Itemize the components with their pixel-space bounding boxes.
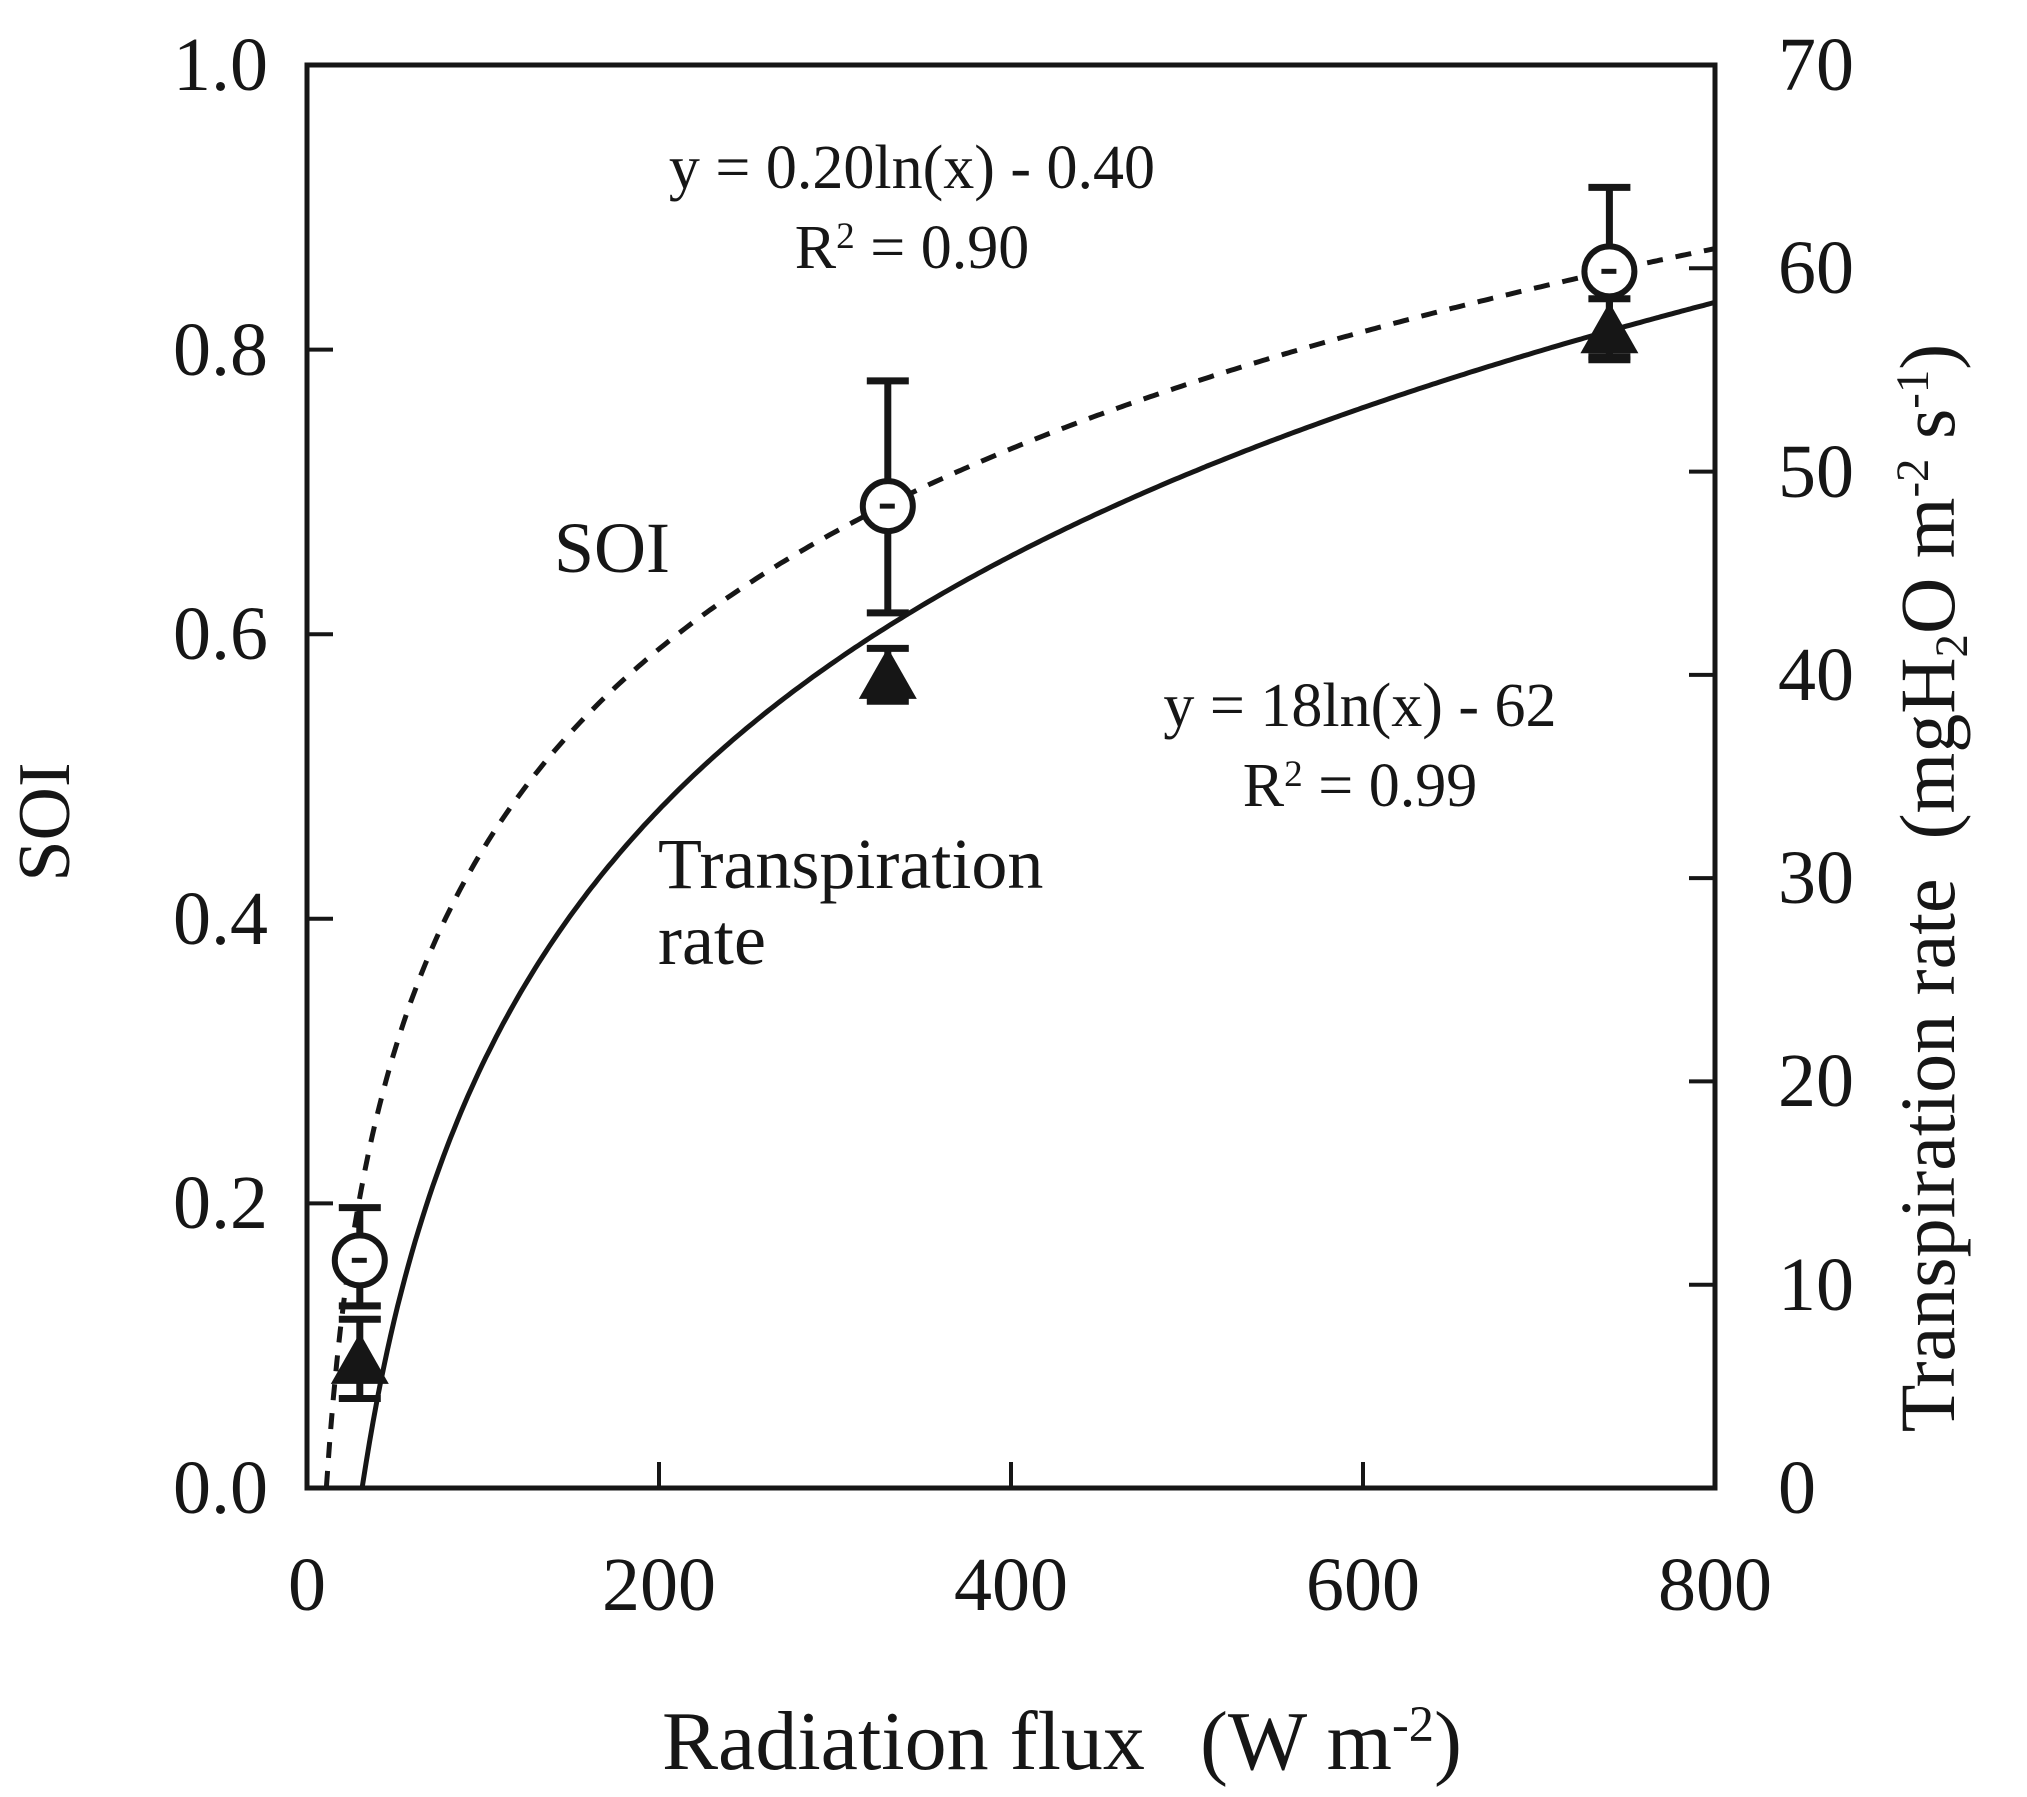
superscript-minus1: -1 (1887, 369, 1940, 409)
left-axis-tick-label: 0.0 (173, 1446, 268, 1530)
left-axis-tick-label: 1.0 (173, 23, 268, 107)
left-axis-tick-label: 0.2 (173, 1161, 268, 1246)
right-axis-tick-label: 60 (1778, 226, 1854, 311)
right-axis-tick-label: 0 (1778, 1446, 1816, 1530)
transpiration-series-label-line2: rate (658, 900, 766, 980)
transpiration-fit-equation-line1: y = 18ln(x) - 62 (1163, 672, 1557, 740)
right-axis-title: Transpiration rate (mgH2O m-2 s-1) (1884, 343, 1979, 1433)
transpiration-data-point (1580, 302, 1639, 354)
x-axis-tick-label: 800 (1658, 1543, 1772, 1627)
right-axis-tick-label: 40 (1778, 632, 1854, 717)
superscript-2: 2 (836, 215, 855, 257)
superscript-minus2: -2 (1392, 1696, 1434, 1753)
x-axis-title-main: Radiation flux (662, 1695, 1145, 1788)
left-axis-tick-label: 0.8 (173, 307, 268, 392)
right-axis-tick-label: 10 (1778, 1242, 1854, 1327)
right-axis-tick-label: 70 (1778, 23, 1854, 107)
right-axis-tick-label: 30 (1778, 836, 1854, 921)
left-axis-tick-label: 0.4 (173, 876, 268, 961)
superscript-2: 2 (1284, 753, 1303, 795)
left-axis-tick-label: 0.6 (173, 592, 268, 677)
superscript-minus2: -2 (1887, 458, 1940, 498)
soi-series-label: SOI (553, 508, 671, 588)
fit-curve-soi (323, 246, 1714, 1488)
transpiration-data-point (858, 647, 917, 699)
right-axis-tick-label: 20 (1778, 1039, 1854, 1124)
soi-fit-equation: y = 0.20ln(x) - 0.40 R2 = 0.90 (669, 128, 1155, 297)
left-axis-title: SOI (4, 762, 86, 882)
fit-curve-transpiration (359, 300, 1715, 1487)
transpiration-series-label-line1: Transpiration (658, 824, 1044, 904)
x-axis-tick-label: 400 (954, 1543, 1068, 1627)
x-axis-title: Radiation flux (W m-2) (662, 1695, 1462, 1788)
x-axis-tick-label: 0 (288, 1543, 326, 1627)
transpiration-series-label: Transpiration rate (658, 826, 1043, 978)
x-axis-tick-label: 200 (602, 1543, 716, 1627)
transpiration-fit-r2: R2 = 0.99 (1242, 752, 1478, 820)
transpiration-data-point (330, 1332, 389, 1384)
soi-fit-r2: R2 = 0.90 (794, 214, 1030, 282)
soi-fit-equation-line1: y = 0.20ln(x) - 0.40 (668, 134, 1156, 202)
x-axis-tick-label: 600 (1306, 1543, 1420, 1627)
x-axis-title-unit: (W m-2) (1199, 1695, 1462, 1788)
right-axis-tick-label: 50 (1778, 429, 1854, 514)
subscript-2: 2 (1926, 634, 1979, 658)
transpiration-fit-equation: y = 18ln(x) - 62 R2 = 0.99 (1163, 666, 1556, 835)
